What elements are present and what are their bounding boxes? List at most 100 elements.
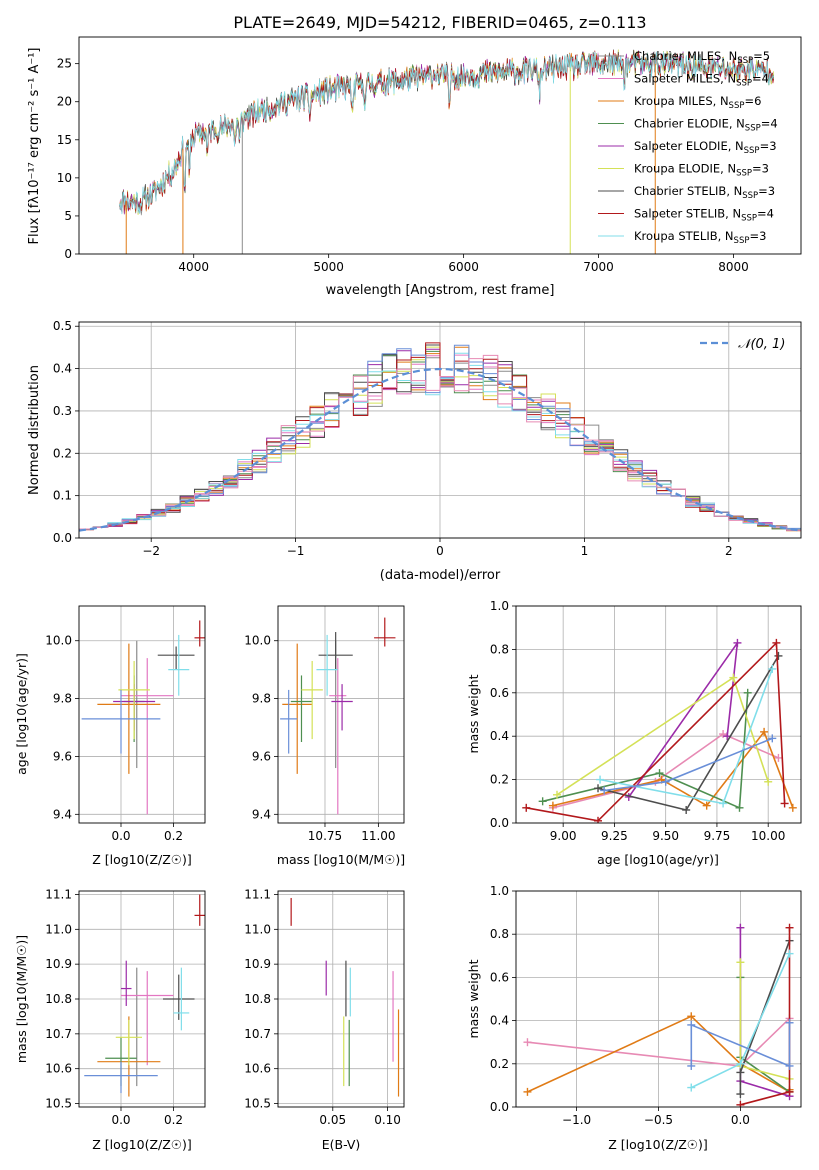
mass-vs-metallicity-panel: 0.0 0.2 10.5 10.6 10.7 10.8 10.9 11.0 11.1 Z [log… — [14, 887, 206, 1152]
age-vs-metallicity-panel: 0.0 0.2 9.4 9.6 9.8 10.0 Z [log10(Z/Z☉)] age [l… — [14, 605, 206, 867]
error-bar-point — [118, 660, 150, 740]
y-axis-label: age [log10(age/yr)] — [14, 653, 29, 775]
spectrum-line — [119, 51, 774, 215]
error-bar-point — [97, 643, 161, 774]
y-tick-label: 0.5 — [53, 319, 72, 333]
weight-series — [596, 664, 777, 808]
y-tick-label: 10.5 — [45, 1097, 72, 1111]
error-bar-point — [194, 894, 205, 926]
legend-label: Kroupa ELODIE, NSSP=3 — [634, 162, 769, 179]
error-bar-point — [194, 620, 205, 647]
x-tick-label: 0.0 — [111, 1113, 130, 1127]
y-tick-label: 9.8 — [53, 692, 72, 706]
error-bar-point — [173, 967, 190, 1031]
weight-point-marker — [523, 1087, 532, 1096]
y-tick-label: 25 — [57, 57, 72, 71]
error-bar-point — [280, 689, 298, 754]
legend-label: Kroupa MILES, NSSP=6 — [634, 94, 761, 111]
weight-series — [687, 1018, 794, 1070]
weight-series — [594, 651, 783, 814]
weight-point-marker — [736, 1090, 745, 1099]
y-tick-label: 9.8 — [252, 692, 271, 706]
x-tick-label: 4000 — [178, 260, 209, 274]
legend-label-sub: SSP — [741, 214, 757, 224]
weight-point-marker — [687, 1020, 696, 1029]
error-bar-point — [282, 643, 313, 774]
plot-frame — [277, 605, 405, 824]
weight-vs-metallicity-panel: −1.0 −0.5 0.0 0.0 0.2 0.4 0.6 0.8 1.0 Z [log10(Z/… — [466, 884, 802, 1152]
y-tick-label: 0.2 — [490, 773, 509, 787]
y-axis-label: Flux [fλ10⁻¹⁷ erg cm⁻² s⁻¹ A⁻¹] — [27, 48, 42, 245]
weight-point-marker — [785, 1087, 794, 1096]
y-tick-label: 10.8 — [45, 992, 72, 1006]
weight-series — [522, 638, 789, 823]
plot-area — [522, 638, 797, 823]
y-tick-label: 9.6 — [252, 749, 271, 763]
x-tick-label: 2 — [725, 544, 733, 558]
weight-point-marker — [788, 803, 797, 812]
x-tick-label: 5000 — [313, 260, 344, 274]
weight-point-marker — [736, 1059, 745, 1068]
y-tick-label: 0.4 — [53, 362, 72, 376]
x-tick-label: 7000 — [583, 260, 614, 274]
legend-label: Salpeter ELODIE, NSSP=3 — [634, 139, 777, 156]
error-bar-point — [329, 658, 347, 815]
weight-series-line — [739, 977, 790, 1093]
y-tick-label: 0.0 — [53, 531, 72, 545]
error-bar-point — [84, 1061, 158, 1094]
weight-point-marker — [733, 638, 742, 647]
weight-series — [553, 673, 773, 799]
y-tick-label: 0.2 — [490, 1057, 509, 1071]
y-axis-label: mass weight — [466, 959, 481, 1038]
x-tick-label: 0.2 — [164, 1113, 183, 1127]
legend-label-main: Kroupa ELODIE, N — [634, 162, 736, 176]
weight-series-line — [739, 927, 790, 1097]
x-tick-label: 10.75 — [308, 829, 342, 843]
y-tick-label: 10.5 — [244, 1097, 271, 1111]
weight-point-marker — [768, 734, 777, 743]
plot-frame — [78, 36, 802, 255]
weight-point-marker — [594, 784, 603, 793]
y-tick-label: 0.8 — [490, 642, 509, 656]
legend-label-main: Chabrier ELODIE, N — [634, 117, 745, 131]
legend-label: 𝒩(0, 1) — [738, 337, 785, 352]
weight-point-marker — [785, 923, 794, 932]
weight-point-marker — [523, 1038, 532, 1047]
y-tick-label: 10.0 — [244, 634, 271, 648]
y-tick-label: 20 — [57, 95, 72, 109]
weight-point-marker — [736, 958, 745, 967]
spectrum-panel: 4000 5000 6000 7000 8000 0 5 10 15 20 25 wavelength… — [27, 36, 802, 298]
error-bar-point — [301, 660, 323, 740]
legend-label-tail: =5 — [753, 49, 770, 63]
y-tick-label: 10.6 — [45, 1062, 72, 1076]
weight-series-line — [739, 940, 791, 1094]
plot-frame — [78, 890, 206, 1108]
plot-area — [81, 620, 205, 815]
weight-point-marker — [655, 769, 664, 778]
weight-point-marker — [736, 923, 745, 932]
weight-point-marker — [687, 1061, 696, 1070]
plot-area — [119, 49, 775, 254]
weight-point-marker — [743, 688, 752, 697]
weight-point-marker — [736, 1100, 745, 1107]
weight-point-marker — [774, 651, 783, 660]
weight-point-marker — [661, 777, 670, 786]
y-tick-label: 0.3 — [53, 404, 72, 418]
error-bar-point — [290, 675, 313, 742]
legend-label: Kroupa STELIB, NSSP=3 — [634, 229, 766, 246]
legend-label-main: Chabrier STELIB, N — [634, 184, 742, 198]
x-tick-label: 9.25 — [601, 829, 628, 843]
y-tick-label: 0 — [64, 247, 72, 261]
x-axis-label: age [log10(age/yr)] — [597, 852, 719, 867]
y-tick-label: 10 — [57, 171, 72, 185]
plot-frame — [515, 890, 802, 1108]
x-tick-label: −1.0 — [562, 1113, 591, 1127]
x-tick-label: 9.75 — [704, 829, 731, 843]
weight-point-marker — [785, 1018, 794, 1027]
x-axis-label: Z [log10(Z/Z☉)] — [608, 1137, 708, 1152]
residuals-panel: −2 −1 0 1 2 0.0 0.1 0.2 0.3 0.4 0.5 (data-model)/er… — [27, 319, 802, 583]
weight-point-marker — [735, 803, 744, 812]
y-tick-label: 9.6 — [53, 749, 72, 763]
legend-label-sub: SSP — [744, 146, 760, 156]
x-tick-label: −0.5 — [644, 1113, 673, 1127]
